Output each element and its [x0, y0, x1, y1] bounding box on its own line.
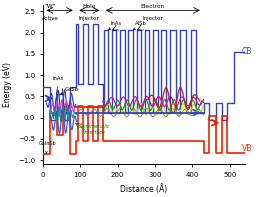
Text: GaInSb: GaInSb: [38, 141, 56, 153]
Text: VB: VB: [242, 144, 252, 153]
Text: CB: CB: [242, 47, 252, 56]
Text: Electron: Electron: [141, 4, 165, 9]
Text: InAs: InAs: [53, 76, 64, 116]
Text: Injector: Injector: [142, 16, 163, 21]
Text: Injector: Injector: [79, 16, 100, 21]
X-axis label: Distance (Å): Distance (Å): [120, 184, 167, 193]
Text: Active: Active: [42, 16, 59, 21]
Text: AlSb: AlSb: [133, 21, 147, 30]
Text: "W": "W": [45, 4, 56, 9]
Text: Hole: Hole: [82, 4, 96, 9]
Y-axis label: Energy (eV): Energy (eV): [4, 62, 13, 107]
Text: InAs: InAs: [109, 21, 122, 30]
Text: GaSb: GaSb: [61, 87, 79, 94]
Text: Semimetallic
Interface: Semimetallic Interface: [79, 124, 110, 135]
